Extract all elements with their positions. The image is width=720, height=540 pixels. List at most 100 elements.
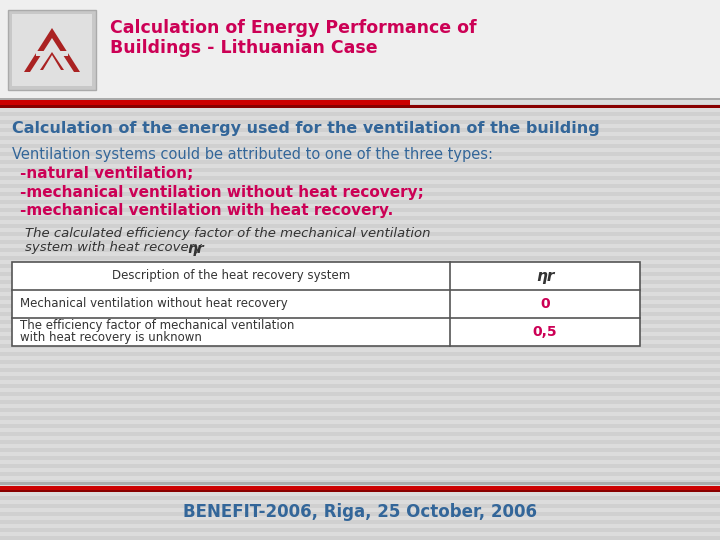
- Bar: [0, 224, 720, 228]
- Text: Ventilation systems could be attributed to one of the three types:: Ventilation systems could be attributed …: [12, 147, 493, 163]
- Bar: [0, 88, 720, 92]
- Bar: [0, 240, 720, 244]
- Polygon shape: [40, 52, 64, 70]
- Bar: [0, 424, 720, 428]
- Bar: [0, 520, 720, 524]
- Text: 0: 0: [540, 297, 550, 311]
- Bar: [0, 272, 720, 276]
- Bar: [0, 0, 720, 98]
- Text: Buildings - Lithuanian Case: Buildings - Lithuanian Case: [110, 39, 377, 57]
- Bar: [0, 280, 720, 284]
- Bar: [0, 328, 720, 332]
- Bar: [0, 456, 720, 460]
- Text: Calculation of the energy used for the ventilation of the building: Calculation of the energy used for the v…: [12, 120, 600, 136]
- Bar: [0, 320, 720, 324]
- Polygon shape: [24, 28, 80, 72]
- Bar: [0, 184, 720, 188]
- Bar: [0, 152, 720, 156]
- Text: Mechanical ventilation without heat recovery: Mechanical ventilation without heat reco…: [20, 298, 288, 310]
- Bar: [0, 392, 720, 396]
- Bar: [12, 262, 640, 346]
- Bar: [0, 232, 720, 236]
- Polygon shape: [36, 42, 68, 66]
- Bar: [0, 384, 720, 388]
- Bar: [0, 112, 720, 116]
- Bar: [0, 400, 720, 404]
- Bar: [0, 416, 720, 420]
- Bar: [0, 536, 720, 540]
- Bar: [0, 440, 720, 444]
- Bar: [0, 96, 720, 100]
- Bar: [0, 344, 720, 348]
- Bar: [0, 8, 720, 12]
- Bar: [0, 368, 720, 372]
- Bar: [0, 200, 720, 204]
- Bar: [0, 376, 720, 380]
- Bar: [0, 32, 720, 36]
- Bar: [0, 100, 410, 108]
- Bar: [0, 80, 720, 84]
- Bar: [36, 51, 68, 56]
- Bar: [0, 480, 720, 484]
- Bar: [0, 472, 720, 476]
- Bar: [8, 10, 96, 90]
- Bar: [0, 360, 720, 364]
- Bar: [0, 256, 720, 260]
- Bar: [0, 482, 720, 485]
- Bar: [0, 264, 720, 268]
- Bar: [0, 490, 720, 492]
- Bar: [0, 144, 720, 148]
- Text: -mechanical ventilation with heat recovery.: -mechanical ventilation with heat recove…: [20, 202, 393, 218]
- Bar: [0, 312, 720, 316]
- Bar: [0, 336, 720, 340]
- Text: Calculation of Energy Performance of: Calculation of Energy Performance of: [110, 19, 477, 37]
- Bar: [0, 486, 720, 492]
- Bar: [0, 48, 720, 52]
- Bar: [0, 408, 720, 412]
- Bar: [0, 0, 720, 4]
- Bar: [0, 432, 720, 436]
- Bar: [0, 136, 720, 140]
- Bar: [0, 216, 720, 220]
- Bar: [0, 40, 720, 44]
- Bar: [0, 528, 720, 532]
- Bar: [0, 64, 720, 68]
- Bar: [0, 352, 720, 356]
- Bar: [0, 304, 720, 308]
- Bar: [0, 24, 720, 28]
- Bar: [0, 496, 720, 500]
- Bar: [0, 208, 720, 212]
- Bar: [0, 72, 720, 76]
- Text: BENEFIT-2006, Riga, 25 October, 2006: BENEFIT-2006, Riga, 25 October, 2006: [183, 503, 537, 521]
- Bar: [0, 56, 720, 60]
- Text: -mechanical ventilation without heat recovery;: -mechanical ventilation without heat rec…: [20, 185, 424, 199]
- Bar: [0, 512, 720, 516]
- Text: ηr: ηr: [187, 242, 204, 256]
- Bar: [0, 128, 720, 132]
- Text: -natural ventilation;: -natural ventilation;: [20, 166, 194, 181]
- Bar: [0, 192, 720, 196]
- Bar: [0, 464, 720, 468]
- Bar: [0, 98, 720, 100]
- Bar: [0, 104, 720, 108]
- Bar: [0, 105, 720, 108]
- Bar: [0, 488, 720, 492]
- Bar: [0, 296, 720, 300]
- Bar: [0, 176, 720, 180]
- Bar: [0, 248, 720, 252]
- Bar: [0, 120, 720, 124]
- Text: The calculated efficiency factor of the mechanical ventilation: The calculated efficiency factor of the …: [25, 226, 431, 240]
- Text: ηr: ηr: [536, 268, 554, 284]
- Bar: [0, 288, 720, 292]
- Text: system with heat recovery: system with heat recovery: [25, 241, 206, 254]
- Text: with heat recovery is unknown: with heat recovery is unknown: [20, 332, 202, 345]
- Bar: [0, 160, 720, 164]
- Bar: [0, 168, 720, 172]
- Bar: [0, 448, 720, 452]
- Bar: [0, 16, 720, 20]
- Text: 0,5: 0,5: [533, 325, 557, 339]
- Bar: [12, 14, 92, 86]
- Bar: [0, 504, 720, 508]
- Text: Description of the heat recovery system: Description of the heat recovery system: [112, 269, 350, 282]
- Text: The efficiency factor of mechanical ventilation: The efficiency factor of mechanical vent…: [20, 320, 294, 333]
